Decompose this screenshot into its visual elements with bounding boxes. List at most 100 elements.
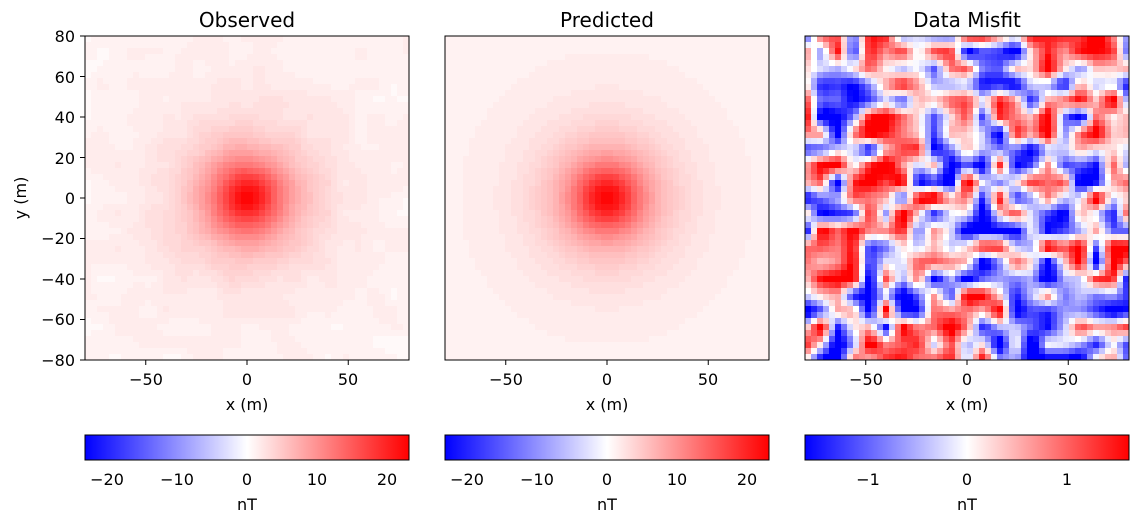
heatmap-cell bbox=[157, 324, 164, 331]
heatmap-cell bbox=[475, 60, 482, 67]
heatmap-cell bbox=[757, 84, 764, 91]
heatmap-cell bbox=[613, 258, 620, 265]
heatmap-cell bbox=[265, 216, 272, 223]
heatmap-cell bbox=[499, 108, 506, 115]
heatmap-cell bbox=[193, 42, 200, 49]
heatmap-cell bbox=[529, 246, 536, 253]
heatmap-cell bbox=[295, 192, 302, 199]
heatmap-cell bbox=[499, 180, 506, 187]
heatmap-cell bbox=[163, 90, 170, 97]
heatmap-cell bbox=[631, 66, 638, 73]
heatmap-cell bbox=[475, 180, 482, 187]
heatmap-cell bbox=[565, 96, 572, 103]
heatmap-cell bbox=[199, 72, 206, 79]
heatmap-cell bbox=[577, 144, 584, 151]
heatmap-cell bbox=[379, 282, 386, 289]
heatmap-cell bbox=[187, 72, 194, 79]
heatmap-cell bbox=[367, 54, 374, 61]
heatmap-cell bbox=[451, 108, 458, 115]
heatmap-cell bbox=[355, 168, 362, 175]
heatmap-cell bbox=[229, 156, 236, 163]
heatmap-cell bbox=[625, 66, 632, 73]
heatmap-cell bbox=[691, 180, 698, 187]
heatmap-cell bbox=[115, 324, 122, 331]
heatmap-cell bbox=[367, 162, 374, 169]
heatmap-cell bbox=[691, 90, 698, 97]
heatmap-cell bbox=[733, 246, 740, 253]
heatmap-cell bbox=[595, 204, 602, 211]
heatmap-cell bbox=[229, 270, 236, 277]
heatmap-cell bbox=[115, 42, 122, 49]
heatmap-cell bbox=[373, 90, 380, 97]
heatmap-cell bbox=[133, 240, 140, 247]
heatmap-cell bbox=[283, 78, 290, 85]
heatmap-cell bbox=[367, 264, 374, 271]
heatmap-cell bbox=[259, 204, 266, 211]
heatmap-cell bbox=[289, 324, 296, 331]
heatmap-cell bbox=[91, 120, 98, 127]
heatmap-cell bbox=[325, 336, 332, 343]
heatmap-cell bbox=[265, 36, 272, 43]
heatmap-cell bbox=[181, 180, 188, 187]
heatmap-cell bbox=[595, 246, 602, 253]
heatmap-cell bbox=[481, 78, 488, 85]
heatmap-cell bbox=[679, 114, 686, 121]
heatmap-cell bbox=[103, 48, 110, 55]
heatmap-cell bbox=[529, 132, 536, 139]
heatmap-cell bbox=[121, 276, 128, 283]
heatmap-cell bbox=[625, 156, 632, 163]
heatmap-cell bbox=[163, 42, 170, 49]
heatmap-cell bbox=[385, 48, 392, 55]
heatmap-cell bbox=[187, 60, 194, 67]
heatmap-cell bbox=[757, 60, 764, 67]
heatmap-cell bbox=[547, 108, 554, 115]
heatmap-cell bbox=[109, 162, 116, 169]
heatmap-cell bbox=[577, 222, 584, 229]
heatmap-cell bbox=[127, 108, 134, 115]
heatmap-cell bbox=[397, 126, 404, 133]
heatmap-cell bbox=[85, 204, 92, 211]
heatmap-cell bbox=[367, 294, 374, 301]
heatmap-cell bbox=[145, 264, 152, 271]
heatmap-cell bbox=[103, 126, 110, 133]
heatmap-cell bbox=[181, 192, 188, 199]
heatmap-cell bbox=[145, 96, 152, 103]
heatmap-cell bbox=[697, 42, 704, 49]
heatmap-cell bbox=[205, 60, 212, 67]
heatmap-cell bbox=[703, 228, 710, 235]
heatmap-cell bbox=[103, 150, 110, 157]
heatmap-cell bbox=[727, 162, 734, 169]
heatmap-cell bbox=[367, 240, 374, 247]
heatmap-cell bbox=[343, 186, 350, 193]
heatmap-cell bbox=[397, 312, 404, 319]
heatmap-cell bbox=[115, 222, 122, 229]
heatmap-cell bbox=[109, 270, 116, 277]
heatmap-cell bbox=[493, 84, 500, 91]
heatmap-cell bbox=[229, 348, 236, 355]
heatmap-cell bbox=[595, 84, 602, 91]
heatmap-cell bbox=[361, 252, 368, 259]
heatmap-cell bbox=[703, 102, 710, 109]
heatmap-cell bbox=[157, 348, 164, 355]
heatmap-cell bbox=[121, 114, 128, 121]
heatmap-cell bbox=[499, 240, 506, 247]
heatmap-cell bbox=[151, 108, 158, 115]
heatmap-cell bbox=[643, 114, 650, 121]
heatmap-cell bbox=[553, 78, 560, 85]
heatmap-cell bbox=[649, 102, 656, 109]
heatmap-cell bbox=[373, 42, 380, 49]
heatmap-cell bbox=[247, 78, 254, 85]
heatmap-cell bbox=[97, 348, 104, 355]
heatmap-cell bbox=[343, 132, 350, 139]
heatmap-cell bbox=[139, 228, 146, 235]
heatmap-cell bbox=[595, 150, 602, 157]
heatmap-cell bbox=[373, 300, 380, 307]
heatmap-cell bbox=[265, 54, 272, 61]
heatmap-cell bbox=[487, 234, 494, 241]
heatmap-cell bbox=[385, 216, 392, 223]
heatmap-cell bbox=[133, 60, 140, 67]
heatmap-cell bbox=[361, 36, 368, 43]
heatmap-cell bbox=[283, 114, 290, 121]
heatmap-cell bbox=[277, 120, 284, 127]
heatmap-cell bbox=[619, 42, 626, 49]
